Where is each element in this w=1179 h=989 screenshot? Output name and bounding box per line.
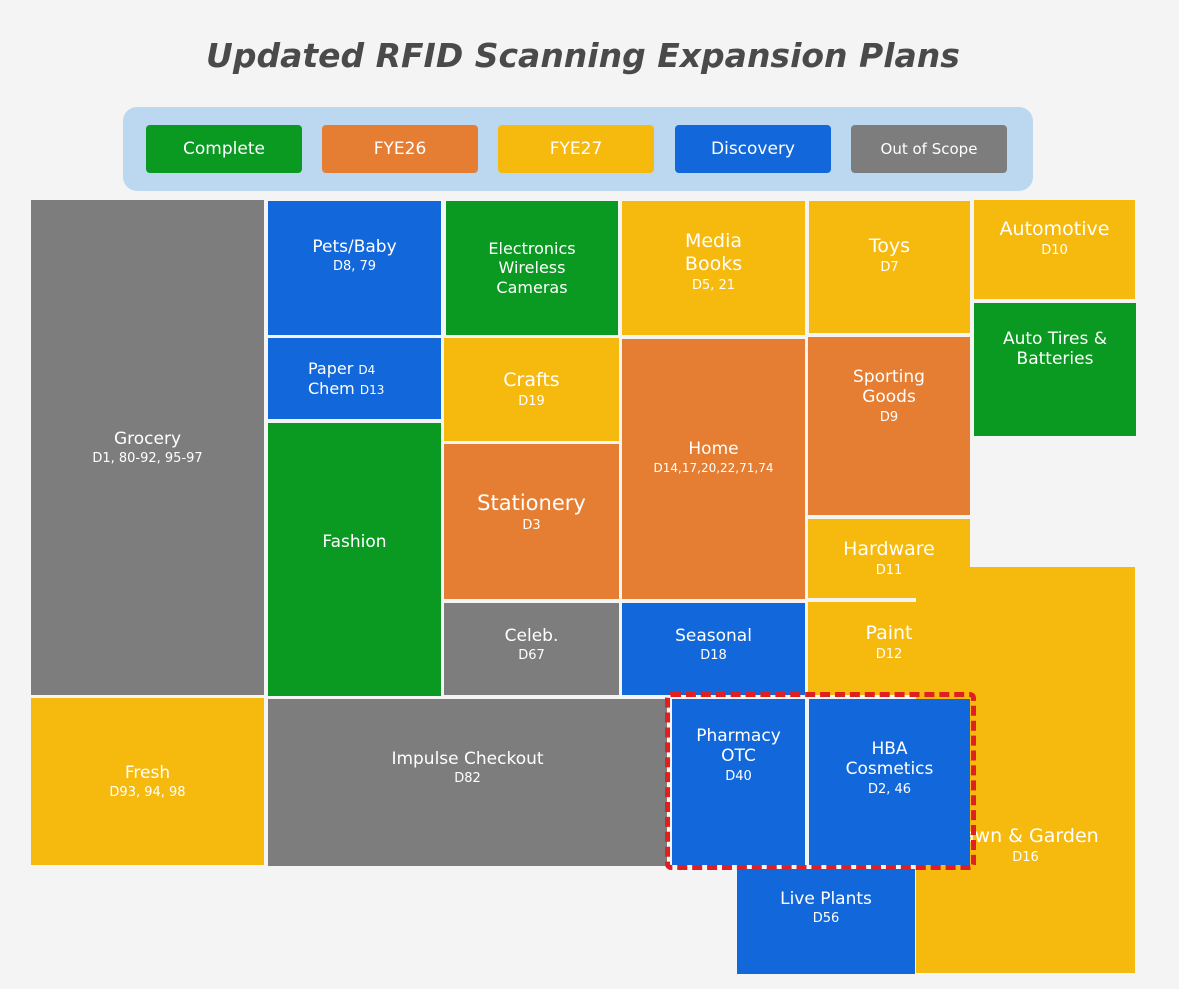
tile-pets-baby: Pets/Baby D8, 79 [268, 201, 441, 335]
tile-name: Fresh [124, 762, 171, 783]
tile-fashion: Fashion [268, 423, 441, 696]
tile-name: Grocery [113, 428, 182, 449]
tile-code: D13 [359, 382, 385, 397]
tile-code: D18 [700, 648, 727, 664]
tile-hardware: Hardware D11 [808, 519, 970, 598]
tile-name: HBA Cosmetics [845, 739, 934, 780]
legend-complete: Complete [146, 125, 302, 173]
tile-code: D67 [518, 648, 545, 664]
tile-code: D12 [875, 647, 903, 663]
tile-code: D93, 94, 98 [109, 784, 186, 800]
tile-home: Home D14,17,20,22,71,74 [622, 339, 805, 599]
tile-crafts: Crafts D19 [444, 338, 619, 441]
tile-name: Toys [868, 235, 911, 257]
legend: Complete FYE26 FYE27 Discovery Out of Sc… [123, 107, 1033, 191]
tile-media-books: Media Books D5, 21 [622, 201, 805, 335]
tile-impulse-checkout: Impulse Checkout D82 [268, 699, 667, 866]
tile-pharmacy-otc: Pharmacy OTC D40 [672, 699, 805, 865]
legend-discovery: Discovery [675, 125, 831, 173]
tile-name: Media Books [684, 230, 743, 276]
tile-sporting-goods: Sporting Goods D9 [808, 337, 970, 515]
tile-electronics: Electronics Wireless Cameras [446, 201, 618, 335]
tile-name: Auto Tires & Batteries [1002, 329, 1108, 370]
tile-code: D82 [454, 770, 481, 786]
tile-name: Hardware [843, 538, 935, 561]
page-title: Updated RFID Scanning Expansion Plans [206, 36, 960, 75]
tile-name: Home [688, 438, 739, 459]
tile-stationery: Stationery D3 [444, 444, 619, 599]
tile-name: Stationery [477, 491, 586, 516]
tile-name: Chem [308, 378, 355, 398]
tile-grocery: Grocery D1, 80-92, 95-97 [31, 200, 264, 695]
tile-name: Paper [308, 358, 354, 378]
tile-code: D1, 80-92, 95-97 [92, 450, 203, 466]
tile-code: D9 [879, 409, 899, 425]
tile-hba-cosmetics: HBA Cosmetics D2, 46 [809, 699, 970, 865]
tile-fresh: Fresh D93, 94, 98 [31, 698, 264, 865]
tile-auto-tires: Auto Tires & Batteries [974, 303, 1136, 436]
tile-code: D16 [1012, 849, 1039, 865]
tile-name: Electronics Wireless Cameras [488, 239, 576, 297]
tile-name: Pets/Baby [312, 237, 397, 257]
legend-fye27: FYE27 [498, 125, 654, 173]
tile-seasonal: Seasonal D18 [622, 603, 805, 695]
tile-name: Impulse Checkout [391, 748, 544, 769]
tile-code: D8, 79 [332, 259, 377, 275]
tile-name: Automotive [999, 218, 1110, 240]
tile-code: D4 [358, 362, 376, 377]
tile-toys: Toys D7 [809, 201, 970, 333]
legend-out-of-scope: Out of Scope [851, 125, 1007, 173]
tile-name: Crafts [503, 369, 560, 392]
tile-code: D40 [725, 768, 752, 784]
tile-name: Fashion [322, 532, 387, 553]
tile-code: D56 [812, 911, 840, 927]
tile-name: Live Plants [780, 889, 872, 909]
tile-automotive: Automotive D10 [974, 200, 1135, 299]
tile-code: D19 [518, 394, 545, 410]
tile-name: Seasonal [675, 626, 752, 646]
tile-code: D2, 46 [867, 781, 912, 797]
tile-name: Lawn & Garden [952, 825, 1099, 847]
tile-code: D5, 21 [691, 278, 736, 293]
tile-code: D11 [875, 563, 903, 579]
tile-name: Celeb. [504, 626, 559, 646]
tile-code: D3 [522, 518, 541, 534]
tile-code: D7 [880, 259, 899, 275]
tile-celeb: Celeb. D67 [444, 603, 619, 695]
tile-name: Paint [865, 622, 913, 645]
tile-code: D10 [1041, 242, 1068, 258]
tile-code: D14,17,20,22,71,74 [653, 461, 774, 475]
tile-name: Sporting Goods [853, 367, 925, 408]
legend-fye26: FYE26 [322, 125, 478, 173]
tile-live-plants: Live Plants D56 [737, 869, 915, 974]
tile-name: Pharmacy OTC [696, 726, 781, 767]
tile-paper-chem: Paper D4 Chem D13 [268, 338, 441, 419]
